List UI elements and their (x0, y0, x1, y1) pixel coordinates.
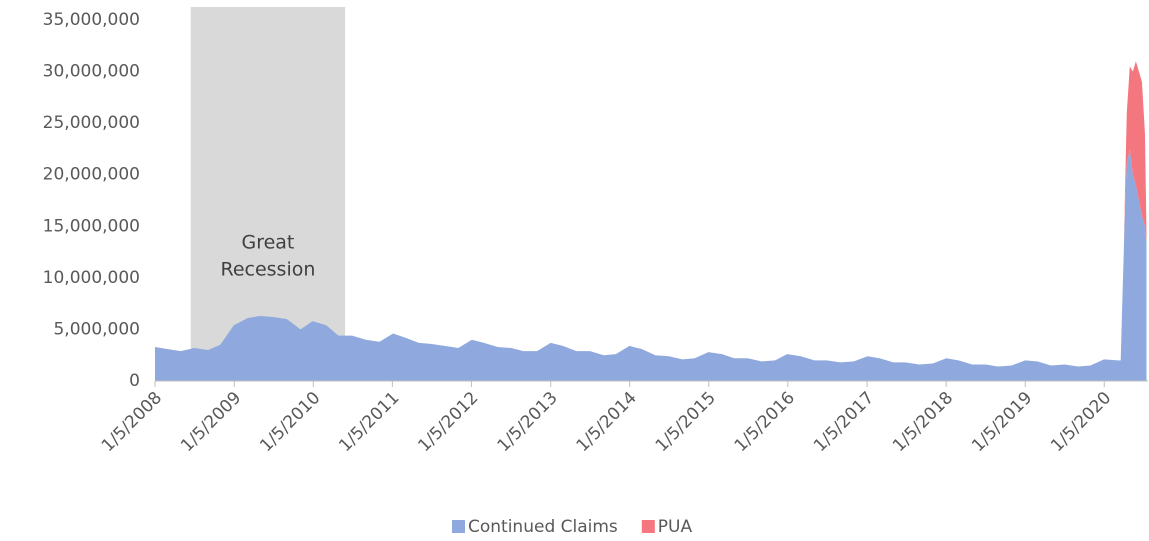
x-tick-label: 1/5/2011 (335, 388, 403, 456)
y-tick-label: 5,000,000 (53, 319, 140, 339)
legend-swatch (641, 520, 655, 533)
y-tick-label: 10,000,000 (43, 268, 140, 288)
x-tick-label: 1/5/2009 (177, 388, 245, 456)
x-tick-label: 1/5/2017 (810, 388, 878, 456)
x-tick-label: 1/5/2020 (1047, 388, 1115, 456)
x-tick-label: 1/5/2008 (98, 388, 166, 456)
x-tick-label: 1/5/2015 (652, 388, 720, 456)
x-tick-label: 1/5/2018 (889, 388, 957, 456)
y-tick-label: 25,000,000 (43, 113, 140, 133)
area (155, 148, 1147, 381)
x-tick-label: 1/5/2019 (968, 388, 1036, 456)
x-tick-label: 1/5/2012 (414, 388, 482, 456)
x-tick-label: 1/5/2010 (256, 388, 324, 456)
y-tick-label: 0 (129, 371, 140, 391)
x-tick-label: 1/5/2016 (731, 388, 799, 456)
legend-label: Continued Claims (468, 517, 618, 537)
annotation: Great (241, 232, 294, 254)
annotation: Recession (220, 259, 315, 281)
legend-label: PUA (658, 517, 693, 537)
y-tick-label: 35,000,000 (43, 10, 140, 30)
legend-swatch (452, 520, 465, 533)
y-tick-label: 30,000,000 (43, 62, 140, 82)
y-tick-label: 20,000,000 (43, 165, 140, 185)
y-tick-label: 15,000,000 (43, 216, 140, 236)
x-tick-label: 1/5/2014 (573, 388, 641, 456)
x-tick-label: 1/5/2013 (494, 388, 562, 456)
